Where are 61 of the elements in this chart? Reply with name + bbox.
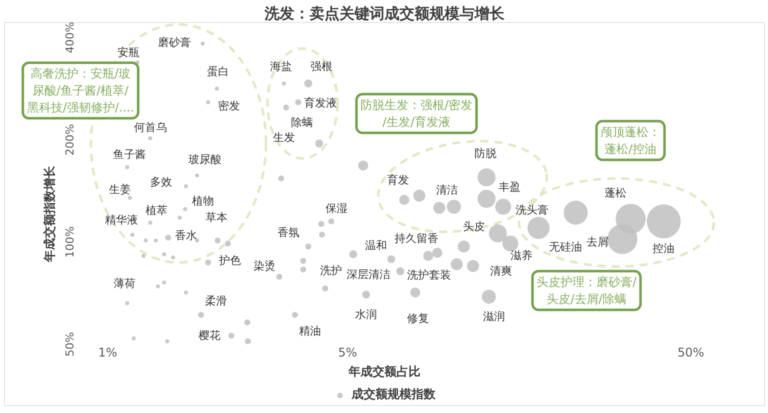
annotation: 控油 bbox=[652, 242, 675, 255]
annotation: 樱花 bbox=[198, 329, 220, 342]
annotation: 温和 bbox=[365, 238, 388, 252]
annotation: 强根 bbox=[310, 60, 332, 73]
annotation: 保湿 bbox=[325, 202, 348, 215]
annotation: 生姜 bbox=[108, 183, 131, 196]
annotation: 鱼子酱 bbox=[112, 148, 146, 161]
annotation: 水润 bbox=[355, 308, 378, 322]
annotation: 防脱 bbox=[474, 146, 497, 160]
annotation: 修复 bbox=[407, 312, 430, 326]
x-tick-label: 1% bbox=[98, 346, 118, 360]
annotation: 头皮护理：磨砂膏/头皮/去屑/除螨 bbox=[536, 275, 638, 306]
annotation: 护色 bbox=[218, 254, 242, 268]
x-tick-label: 5% bbox=[338, 346, 358, 360]
annotation: 安瓶 bbox=[117, 46, 140, 59]
annotation: 染烫 bbox=[253, 259, 276, 272]
annotation: 清爽 bbox=[490, 264, 512, 278]
annotation: 育发液 bbox=[304, 96, 337, 110]
annotation: 生发 bbox=[273, 131, 296, 144]
annotation: 头皮 bbox=[462, 220, 485, 233]
legend-label: 成交额规模指数 bbox=[352, 386, 436, 403]
annotation: 洗头膏 bbox=[516, 203, 549, 216]
annotation: 洗护套装 bbox=[406, 268, 451, 282]
y-axis-title: 年成交额指数增长 bbox=[42, 165, 56, 263]
annotation: 除螨 bbox=[291, 116, 314, 129]
annotation: 防脱生发：强根/密发/生发/育发液 bbox=[360, 98, 473, 129]
y-tick-label: 100% bbox=[64, 226, 76, 258]
annotation: 颅顶蓬松：蓬松/控油 bbox=[600, 125, 660, 156]
chart-title: 洗发：卖点关键词成交额规模与增长 bbox=[264, 4, 506, 22]
annotation: 柔滑 bbox=[205, 294, 228, 308]
annotation: 深层清洁 bbox=[346, 268, 390, 281]
annotation: 何首乌 bbox=[134, 120, 167, 134]
annotation: 植萃 bbox=[145, 204, 168, 218]
annotation: 持久留香 bbox=[394, 232, 438, 246]
x-tick-label: 50% bbox=[677, 346, 704, 360]
x-axis-title: 年成交额占比 bbox=[348, 364, 420, 378]
annotation: 清洁 bbox=[436, 183, 458, 196]
annotation: 磨砂膏 bbox=[158, 36, 192, 50]
annotation: 去屑 bbox=[586, 236, 608, 249]
annotation: 多效 bbox=[150, 176, 172, 189]
annotation: 植物 bbox=[192, 194, 214, 208]
annotation: 海盐 bbox=[270, 60, 292, 73]
annotation: 密发 bbox=[218, 100, 240, 113]
annotation: 香水 bbox=[175, 229, 198, 242]
y-tick-label: 400% bbox=[64, 22, 76, 54]
annotation: 蛋白 bbox=[206, 65, 229, 78]
annotation: 薄荷 bbox=[113, 276, 136, 290]
y-tick-label: 200% bbox=[64, 124, 76, 156]
annotation: 滋养 bbox=[510, 248, 532, 262]
annotation: 无硅油 bbox=[549, 240, 582, 254]
annotation: 滋润 bbox=[482, 310, 505, 324]
annotation: 玻尿酸 bbox=[188, 152, 222, 166]
annotation: 高奢洗护：安瓶/玻尿酸/鱼子酱/植萃/黑科技/强韧修护/.... bbox=[26, 66, 134, 114]
annotation: 精油 bbox=[298, 324, 321, 338]
annotation: 香氛 bbox=[277, 226, 300, 239]
annotation: 洗护 bbox=[320, 264, 342, 277]
annotation: 育发 bbox=[387, 173, 410, 186]
annotation: 精华液 bbox=[104, 213, 138, 226]
annotation: 草本 bbox=[206, 211, 228, 224]
annotation: 丰盈 bbox=[498, 180, 521, 194]
annotation: 蓬松 bbox=[604, 186, 627, 200]
